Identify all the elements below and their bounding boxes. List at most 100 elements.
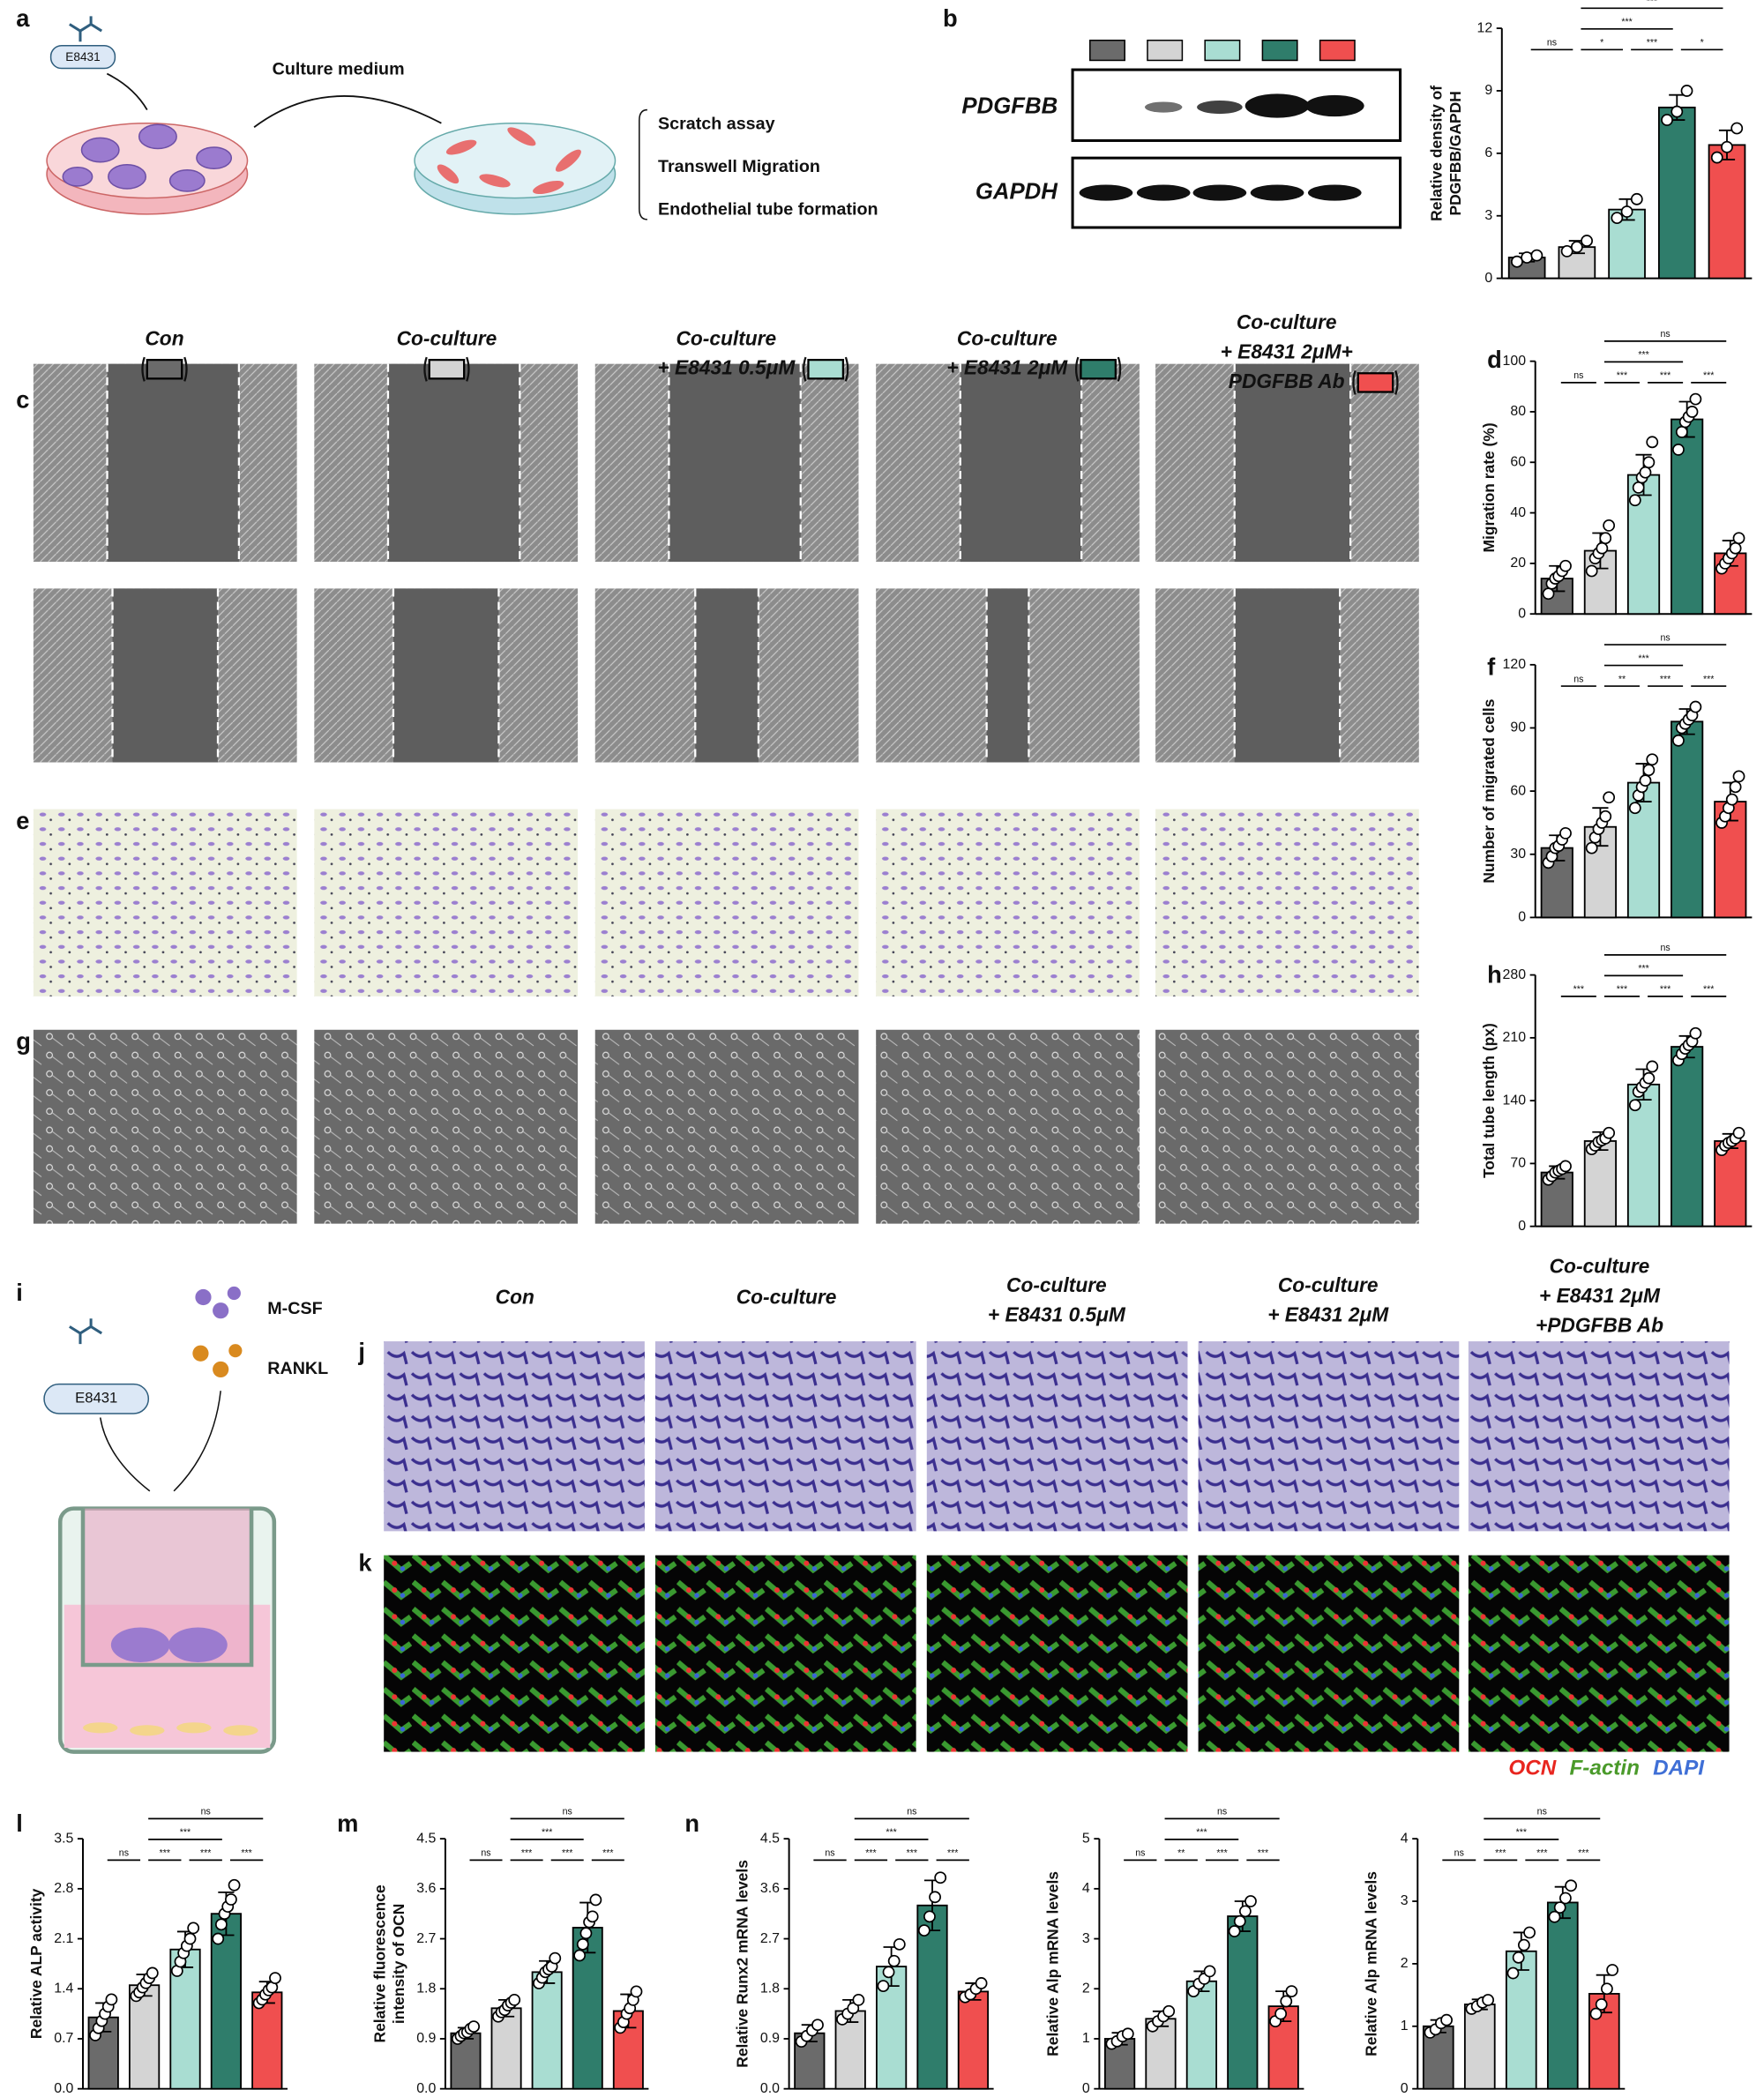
significance-label: ** — [1177, 1848, 1185, 1859]
data-point — [1689, 700, 1702, 713]
factor-label: M-CSF — [267, 1299, 322, 1318]
significance-label: *** — [1647, 0, 1657, 7]
data-point — [847, 2002, 860, 2015]
significance-label: ns — [1573, 674, 1583, 684]
significance-label: * — [1700, 38, 1704, 49]
bar — [1185, 1980, 1218, 2090]
significance-label: *** — [1536, 1848, 1547, 1859]
data-point — [1606, 1964, 1619, 1976]
condition-label: + E8431 0.5μM — [988, 1302, 1126, 1325]
scratch-gap — [1234, 588, 1341, 763]
significance-label: *** — [1638, 350, 1648, 361]
tube-image — [314, 1029, 579, 1224]
arrow — [106, 72, 148, 111]
y-axis-label: Relative Alp mRNA levels — [1043, 1871, 1061, 2056]
significance-label: *** — [602, 1848, 613, 1859]
data-point — [1675, 425, 1688, 438]
tube-image — [1155, 1029, 1419, 1224]
y-tick-label: 0 — [1518, 1219, 1526, 1234]
y-tick-label: 80 — [1510, 404, 1526, 419]
significance-label: *** — [1573, 984, 1584, 995]
significance-label: ns — [1217, 1807, 1227, 1817]
data-point — [1732, 1126, 1745, 1139]
legend-swatch — [146, 358, 183, 380]
significance-label: *** — [180, 1827, 191, 1838]
y-tick-label: 3.6 — [416, 1881, 436, 1896]
molecule-icon — [69, 16, 103, 42]
significance-label: *** — [1196, 1827, 1207, 1838]
significance-label: ** — [1618, 674, 1626, 684]
data-point — [589, 1893, 602, 1907]
drug-pill — [49, 45, 116, 70]
data-point — [1628, 802, 1641, 815]
data-point — [1642, 764, 1656, 777]
fluorescence-image — [926, 1555, 1188, 1752]
arrow-label: Culture medium — [273, 59, 405, 78]
swatch-paren — [423, 356, 470, 382]
y-tick-label: 2.8 — [54, 1881, 73, 1896]
osteoclasts — [62, 123, 233, 192]
significance-label: * — [1600, 38, 1603, 49]
data-point — [1639, 774, 1652, 787]
swatch-paren — [141, 356, 188, 382]
y-axis-label: Total tube length (px) — [1480, 1023, 1498, 1178]
y-axis-label: PDGFBB/GAPDH — [1446, 91, 1464, 215]
significance-label: *** — [1638, 964, 1648, 974]
y-tick-label: 2.7 — [416, 1931, 436, 1946]
significance-label: *** — [200, 1848, 211, 1859]
bar — [1671, 1046, 1704, 1228]
y-tick-label: 1 — [1082, 2031, 1090, 2046]
data-point — [975, 1977, 988, 1989]
transwell-image — [1155, 809, 1419, 996]
data-point — [1596, 541, 1609, 555]
stain-label: F-actin — [1569, 1757, 1640, 1780]
trap-image — [654, 1341, 916, 1532]
significance-label: *** — [1660, 674, 1671, 684]
legend-swatch — [1204, 39, 1241, 62]
data-point — [214, 1918, 228, 1931]
data-point — [1730, 122, 1744, 135]
y-tick-label: 4 — [1401, 1831, 1409, 1846]
data-point — [1245, 1895, 1257, 1907]
y-tick-label: 6 — [1484, 146, 1492, 160]
data-point — [187, 1922, 200, 1935]
data-point — [1729, 780, 1742, 794]
condition-label: + E8431 0.5μM — [657, 356, 796, 379]
stain-label: OCN — [1508, 1757, 1556, 1780]
y-tick-label: 0.0 — [416, 2081, 436, 2096]
y-tick-label: 100 — [1503, 354, 1527, 369]
data-point — [1642, 1071, 1656, 1085]
y-tick-label: 0 — [1518, 606, 1526, 621]
arrow — [253, 95, 442, 128]
data-point — [1689, 392, 1702, 406]
scratch-gap — [392, 588, 499, 763]
molecule-icon — [69, 1318, 103, 1345]
drug-pill — [43, 1383, 150, 1414]
y-tick-label: 40 — [1510, 505, 1526, 520]
significance-label: *** — [562, 1848, 572, 1859]
significance-label: ns — [1454, 1848, 1464, 1859]
legend-swatch — [1147, 39, 1184, 62]
data-point — [1599, 810, 1612, 823]
y-tick-label: 0.0 — [760, 2081, 780, 2096]
y-axis-label: Relative density of — [1428, 86, 1446, 221]
data-point — [105, 1993, 118, 2006]
significance-label: *** — [241, 1848, 251, 1859]
data-point — [1121, 2027, 1134, 2041]
data-point — [508, 1993, 521, 2006]
factor-label: RANKL — [267, 1359, 328, 1378]
significance-label: *** — [907, 1848, 917, 1859]
data-point — [1523, 1926, 1536, 1939]
data-point — [1729, 541, 1742, 555]
bar — [531, 1971, 563, 2090]
condition-label: Co-culture — [957, 326, 1058, 349]
significance-label: ns — [563, 1807, 572, 1817]
data-point — [1680, 85, 1693, 97]
data-point — [1585, 841, 1598, 854]
data-point — [1559, 826, 1572, 840]
data-point — [1203, 1965, 1216, 1978]
condition-label: PDGFBB Ab — [1229, 369, 1345, 392]
data-point — [1639, 466, 1652, 479]
panel-label: a — [16, 4, 30, 32]
